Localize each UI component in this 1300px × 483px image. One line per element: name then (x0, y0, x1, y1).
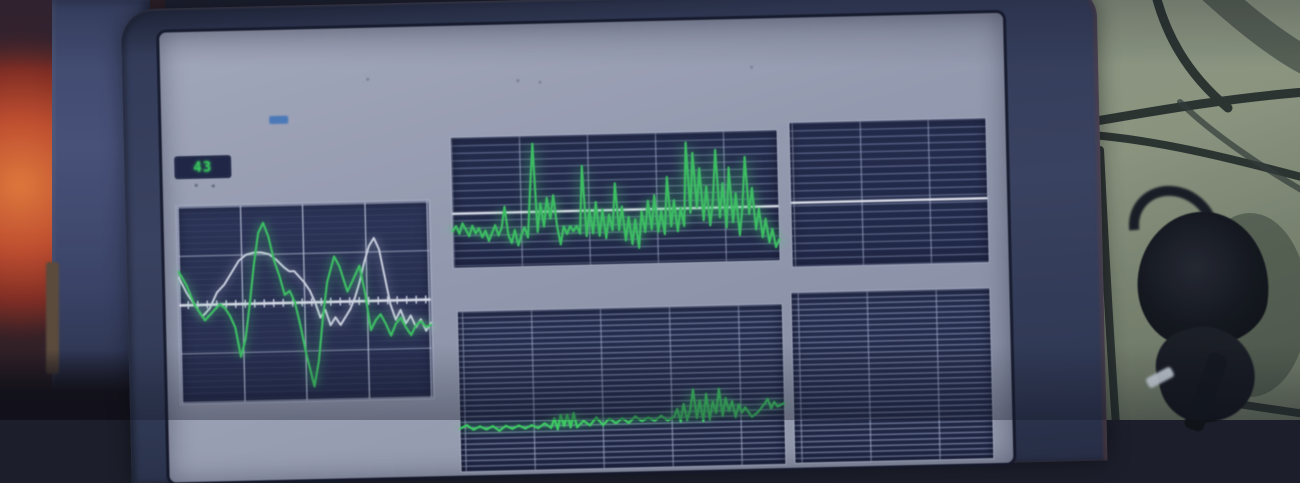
cable (1096, 146, 1120, 420)
wooden-strip (46, 262, 59, 374)
waveform-panel-bottom-right (791, 288, 994, 463)
trace-plot (451, 130, 780, 268)
status-badge: 43 (174, 155, 232, 180)
x-axis (791, 197, 988, 205)
cable (1177, 99, 1300, 193)
screen-speck (750, 65, 754, 69)
blue-indicator (269, 115, 289, 125)
status-badge-label: 43 (193, 158, 213, 176)
screen-speck (516, 79, 520, 83)
screen-speck (538, 80, 542, 84)
cable-shadow (1202, 0, 1300, 74)
trace-plot (177, 201, 433, 403)
waveform-panel-left (176, 200, 434, 405)
device-screen: 43 (159, 12, 1014, 483)
cable (1074, 130, 1300, 181)
cable (1152, 0, 1233, 113)
waveform-panel-top-right (789, 118, 989, 267)
white-trace (178, 237, 431, 337)
device: 43 (120, 0, 1108, 483)
screen-speck (194, 183, 198, 187)
green-trace (460, 387, 785, 431)
screen-speck (211, 184, 215, 188)
waveform-panel-top (451, 130, 780, 268)
cable (1073, 87, 1300, 129)
screen-speck (366, 77, 370, 81)
waveform-panel-bottom (458, 304, 786, 472)
green-trace (451, 138, 779, 255)
green-trace (178, 219, 433, 390)
trace-plot (458, 304, 786, 472)
